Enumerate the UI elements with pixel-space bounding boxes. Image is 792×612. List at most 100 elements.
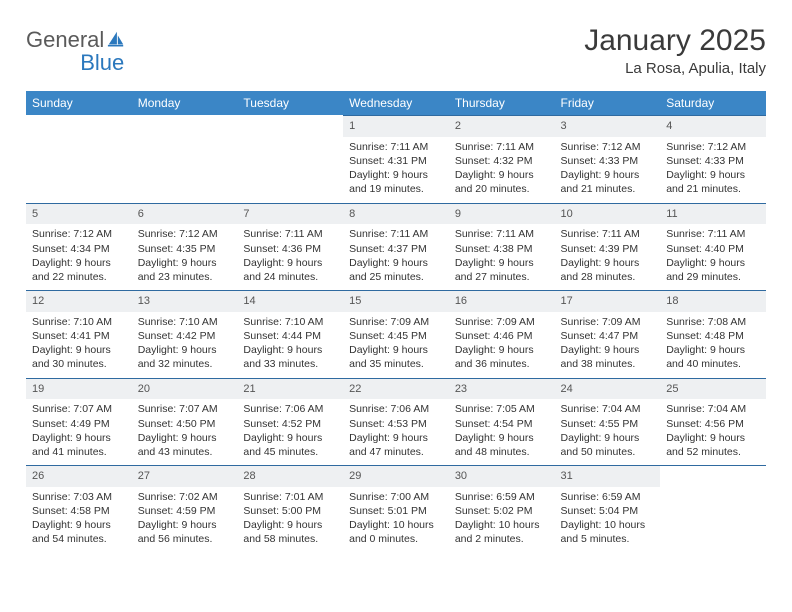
week-row: 19Sunrise: 7:07 AMSunset: 4:49 PMDayligh…	[26, 378, 766, 466]
day-line: Sunrise: 7:04 AM	[561, 402, 655, 416]
day-cell: 21Sunrise: 7:06 AMSunset: 4:52 PMDayligh…	[237, 378, 343, 466]
day-cell: 28Sunrise: 7:01 AMSunset: 5:00 PMDayligh…	[237, 465, 343, 553]
brand-logo: GeneralBlue	[26, 24, 126, 74]
day-text: Sunrise: 7:10 AMSunset: 4:42 PMDaylight:…	[132, 312, 238, 378]
day-line: Daylight: 10 hours	[561, 518, 655, 532]
day-cell: 12Sunrise: 7:10 AMSunset: 4:41 PMDayligh…	[26, 290, 132, 378]
day-line: Sunrise: 7:04 AM	[666, 402, 760, 416]
day-text: Sunrise: 6:59 AMSunset: 5:02 PMDaylight:…	[449, 487, 555, 553]
day-text: Sunrise: 7:09 AMSunset: 4:47 PMDaylight:…	[555, 312, 661, 378]
day-number: 21	[237, 378, 343, 400]
day-line: and 22 minutes.	[32, 270, 126, 284]
sail-icon	[106, 29, 126, 52]
day-line: Daylight: 9 hours	[666, 256, 760, 270]
day-cell: 27Sunrise: 7:02 AMSunset: 4:59 PMDayligh…	[132, 465, 238, 553]
day-text: Sunrise: 7:11 AMSunset: 4:32 PMDaylight:…	[449, 137, 555, 203]
day-number: 22	[343, 378, 449, 400]
day-header: Friday	[555, 91, 661, 115]
day-line: Daylight: 9 hours	[138, 256, 232, 270]
day-line: Sunrise: 7:12 AM	[32, 227, 126, 241]
day-line: Daylight: 9 hours	[561, 168, 655, 182]
day-line: and 2 minutes.	[455, 532, 549, 546]
day-number: 28	[237, 465, 343, 487]
day-cell: 6Sunrise: 7:12 AMSunset: 4:35 PMDaylight…	[132, 203, 238, 291]
day-text	[132, 136, 238, 194]
day-text: Sunrise: 7:00 AMSunset: 5:01 PMDaylight:…	[343, 487, 449, 553]
day-line: Sunrise: 7:11 AM	[455, 140, 549, 154]
day-line: Sunrise: 7:12 AM	[666, 140, 760, 154]
day-line: Sunset: 4:36 PM	[243, 242, 337, 256]
day-number: 31	[555, 465, 661, 487]
title-block: January 2025 La Rosa, Apulia, Italy	[584, 24, 766, 77]
day-line: Daylight: 9 hours	[455, 431, 549, 445]
day-line: Sunset: 4:42 PM	[138, 329, 232, 343]
day-cell: 23Sunrise: 7:05 AMSunset: 4:54 PMDayligh…	[449, 378, 555, 466]
day-text: Sunrise: 7:04 AMSunset: 4:55 PMDaylight:…	[555, 399, 661, 465]
week-row: 12Sunrise: 7:10 AMSunset: 4:41 PMDayligh…	[26, 290, 766, 378]
day-line: Sunrise: 7:00 AM	[349, 490, 443, 504]
day-line: and 25 minutes.	[349, 270, 443, 284]
day-cell: 22Sunrise: 7:06 AMSunset: 4:53 PMDayligh…	[343, 378, 449, 466]
day-line: Sunset: 4:55 PM	[561, 417, 655, 431]
day-text: Sunrise: 7:03 AMSunset: 4:58 PMDaylight:…	[26, 487, 132, 553]
day-line: Daylight: 10 hours	[455, 518, 549, 532]
day-line: Sunrise: 7:12 AM	[561, 140, 655, 154]
day-text: Sunrise: 7:01 AMSunset: 5:00 PMDaylight:…	[237, 487, 343, 553]
day-number: 13	[132, 290, 238, 312]
calendar-table: Sunday Monday Tuesday Wednesday Thursday…	[26, 91, 766, 553]
day-line: Sunset: 4:46 PM	[455, 329, 549, 343]
day-line: Sunrise: 7:10 AM	[243, 315, 337, 329]
day-header: Thursday	[449, 91, 555, 115]
day-cell: 11Sunrise: 7:11 AMSunset: 4:40 PMDayligh…	[660, 203, 766, 291]
day-line: Sunrise: 7:08 AM	[666, 315, 760, 329]
day-text: Sunrise: 7:12 AMSunset: 4:33 PMDaylight:…	[660, 137, 766, 203]
day-line: Sunrise: 7:06 AM	[243, 402, 337, 416]
day-line: Sunrise: 7:07 AM	[138, 402, 232, 416]
day-number: 30	[449, 465, 555, 487]
day-number	[132, 115, 238, 136]
day-line: Daylight: 9 hours	[666, 343, 760, 357]
day-text: Sunrise: 7:06 AMSunset: 4:53 PMDaylight:…	[343, 399, 449, 465]
day-cell: 30Sunrise: 6:59 AMSunset: 5:02 PMDayligh…	[449, 465, 555, 553]
day-number: 23	[449, 378, 555, 400]
day-line: Sunrise: 7:06 AM	[349, 402, 443, 416]
day-line: Daylight: 9 hours	[32, 518, 126, 532]
day-line: and 36 minutes.	[455, 357, 549, 371]
day-number: 7	[237, 203, 343, 225]
day-number: 11	[660, 203, 766, 225]
day-line: Sunset: 4:41 PM	[32, 329, 126, 343]
day-number: 26	[26, 465, 132, 487]
day-text	[660, 487, 766, 545]
day-number: 29	[343, 465, 449, 487]
day-line: and 20 minutes.	[455, 182, 549, 196]
day-line: Daylight: 9 hours	[666, 168, 760, 182]
day-line: Sunset: 5:00 PM	[243, 504, 337, 518]
day-header: Monday	[132, 91, 238, 115]
day-line: and 45 minutes.	[243, 445, 337, 459]
day-cell: 24Sunrise: 7:04 AMSunset: 4:55 PMDayligh…	[555, 378, 661, 466]
day-text: Sunrise: 7:08 AMSunset: 4:48 PMDaylight:…	[660, 312, 766, 378]
day-line: Daylight: 9 hours	[455, 256, 549, 270]
day-line: Sunset: 4:34 PM	[32, 242, 126, 256]
day-line: Daylight: 9 hours	[455, 168, 549, 182]
day-line: Daylight: 9 hours	[243, 431, 337, 445]
day-cell	[132, 115, 238, 203]
day-cell	[26, 115, 132, 203]
day-line: Sunrise: 7:11 AM	[455, 227, 549, 241]
day-line: and 30 minutes.	[32, 357, 126, 371]
day-line: Sunrise: 7:12 AM	[138, 227, 232, 241]
day-line: and 52 minutes.	[666, 445, 760, 459]
day-number: 27	[132, 465, 238, 487]
day-cell: 10Sunrise: 7:11 AMSunset: 4:39 PMDayligh…	[555, 203, 661, 291]
day-line: and 33 minutes.	[243, 357, 337, 371]
day-line: and 50 minutes.	[561, 445, 655, 459]
day-line: Daylight: 10 hours	[349, 518, 443, 532]
day-line: and 27 minutes.	[455, 270, 549, 284]
day-line: Daylight: 9 hours	[561, 431, 655, 445]
day-text: Sunrise: 7:11 AMSunset: 4:37 PMDaylight:…	[343, 224, 449, 290]
day-text: Sunrise: 7:02 AMSunset: 4:59 PMDaylight:…	[132, 487, 238, 553]
day-line: Sunset: 4:47 PM	[561, 329, 655, 343]
day-line: Sunset: 4:31 PM	[349, 154, 443, 168]
day-line: Sunrise: 7:09 AM	[455, 315, 549, 329]
day-cell: 4Sunrise: 7:12 AMSunset: 4:33 PMDaylight…	[660, 115, 766, 203]
